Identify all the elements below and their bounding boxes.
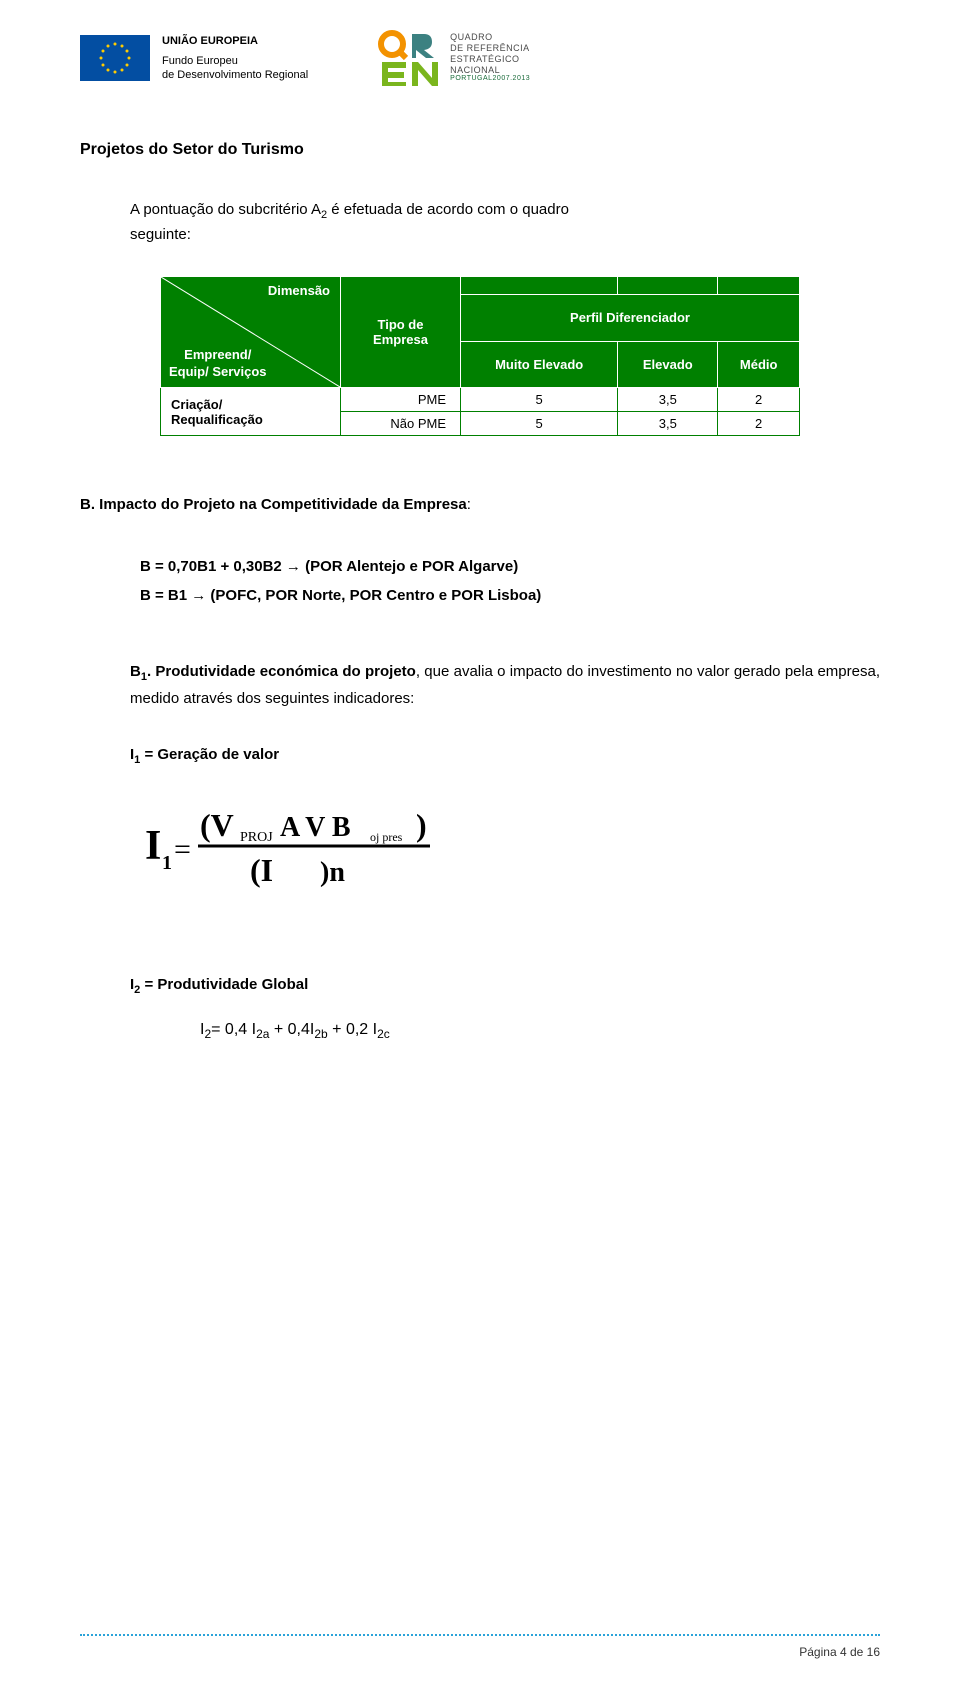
svg-text:): ) bbox=[416, 807, 427, 843]
svg-text:)n: )n bbox=[320, 857, 345, 888]
eu-line3: de Desenvolvimento Regional bbox=[162, 68, 308, 82]
i2-rest: = Produtividade Global bbox=[140, 976, 308, 993]
footer-divider bbox=[80, 1634, 880, 1636]
intro-text: A pontuação do subcritério A2 é efetuada… bbox=[130, 199, 880, 246]
formula-2: B = B1 → (POFC, POR Norte, POR Centro e … bbox=[140, 582, 880, 611]
cell-0-0: 5 bbox=[461, 388, 618, 412]
svg-text:oj pres: oj pres bbox=[370, 830, 403, 844]
cell-1-0: 5 bbox=[461, 412, 618, 436]
formula-1: B = 0,70B1 + 0,30B2 → (POR Alentejo e PO… bbox=[140, 553, 880, 582]
b-prefix: B. bbox=[80, 496, 95, 513]
qren-l2: DE REFERÊNCIA bbox=[450, 43, 530, 54]
spacer-header bbox=[461, 277, 618, 295]
b1-prefix: B bbox=[130, 663, 141, 680]
spacer-header2 bbox=[618, 277, 718, 295]
svg-text:A V B: A V B bbox=[280, 812, 351, 843]
b-title: Impacto do Projeto na Competitividade da… bbox=[99, 496, 467, 513]
intro-p1b: é efetuada de acordo com o quadro bbox=[327, 201, 569, 218]
qren-logo-block: QUADRO DE REFERÊNCIA ESTRATÉGICO NACIONA… bbox=[378, 30, 530, 86]
eu-line2: Fundo Europeu bbox=[162, 54, 308, 68]
svg-text:PROJ: PROJ bbox=[240, 830, 273, 845]
row-tipo-1: Não PME bbox=[341, 412, 461, 436]
qren-l3: ESTRATÉGICO bbox=[450, 54, 530, 65]
b-colon: : bbox=[467, 496, 471, 513]
big-formula-image: I 1 = (V PROJ A V B oj pres ) (I )n bbox=[140, 791, 880, 906]
cell-1-2: 2 bbox=[718, 412, 800, 436]
svg-text:1: 1 bbox=[162, 852, 172, 874]
row-tipo-0: PME bbox=[341, 388, 461, 412]
tipo-header: Tipo deEmpresa bbox=[341, 277, 461, 388]
intro-p2: seguinte: bbox=[130, 226, 191, 243]
col-elevado: Elevado bbox=[618, 341, 718, 388]
footer-page-number: Página 4 de 16 bbox=[799, 1645, 880, 1659]
svg-text:(I: (I bbox=[250, 852, 273, 888]
qren-l1: QUADRO bbox=[450, 32, 530, 43]
cell-0-2: 2 bbox=[718, 388, 800, 412]
eu-text: UNIÃO EUROPEIA Fundo Europeu de Desenvol… bbox=[162, 34, 308, 83]
perfil-table: Dimensão Empreend/Equip/ Serviços Tipo d… bbox=[160, 276, 800, 436]
b1-title: . Produtividade económica do projeto bbox=[147, 663, 416, 680]
svg-text:I: I bbox=[145, 823, 161, 869]
eu-logo-block: UNIÃO EUROPEIA Fundo Europeu de Desenvol… bbox=[80, 30, 308, 86]
qren-logo-icon bbox=[378, 30, 442, 86]
cell-0-1: 3,5 bbox=[618, 388, 718, 412]
formula-block: B = 0,70B1 + 0,30B2 → (POR Alentejo e PO… bbox=[140, 553, 880, 610]
qren-l4: NACIONAL bbox=[450, 65, 530, 76]
i2-indicator: I2 = Produtividade Global bbox=[130, 976, 880, 996]
eu-flag-icon bbox=[80, 35, 150, 81]
qren-l5: PORTUGAL2007.2013 bbox=[450, 75, 530, 83]
diag-top: Dimensão bbox=[268, 283, 330, 298]
qren-text: QUADRO DE REFERÊNCIA ESTRATÉGICO NACIONA… bbox=[450, 32, 530, 84]
svg-text:(V: (V bbox=[200, 807, 234, 843]
page-title: Projetos do Setor do Turismo bbox=[80, 141, 880, 159]
row-label: Criação/Requalificação bbox=[161, 388, 341, 436]
diag-bottom: Empreend/Equip/ Serviços bbox=[169, 347, 267, 381]
spacer-header3 bbox=[718, 277, 800, 295]
header: UNIÃO EUROPEIA Fundo Europeu de Desenvol… bbox=[80, 30, 880, 86]
cell-1-1: 3,5 bbox=[618, 412, 718, 436]
section-b-heading: B. Impacto do Projeto na Competitividade… bbox=[80, 496, 880, 513]
table-row: Criação/Requalificação PME 5 3,5 2 bbox=[161, 388, 800, 412]
table-diag-header: Dimensão Empreend/Equip/ Serviços bbox=[161, 277, 341, 388]
svg-text:=: = bbox=[174, 833, 191, 866]
i1-indicator: I1 = Geração de valor bbox=[130, 746, 880, 766]
i2-formula: I2= 0,4 I2a + 0,4I2b + 0,2 I2c bbox=[200, 1021, 880, 1041]
col-muito-elevado: Muito Elevado bbox=[461, 341, 618, 388]
eu-title: UNIÃO EUROPEIA bbox=[162, 34, 308, 48]
b1-paragraph: B1. Produtividade económica do projeto, … bbox=[130, 660, 880, 711]
intro-p1a: A pontuação do subcritério A bbox=[130, 201, 321, 218]
i1-rest: = Geração de valor bbox=[140, 746, 279, 763]
col-medio: Médio bbox=[718, 341, 800, 388]
perfil-header: Perfil Diferenciador bbox=[461, 295, 800, 342]
